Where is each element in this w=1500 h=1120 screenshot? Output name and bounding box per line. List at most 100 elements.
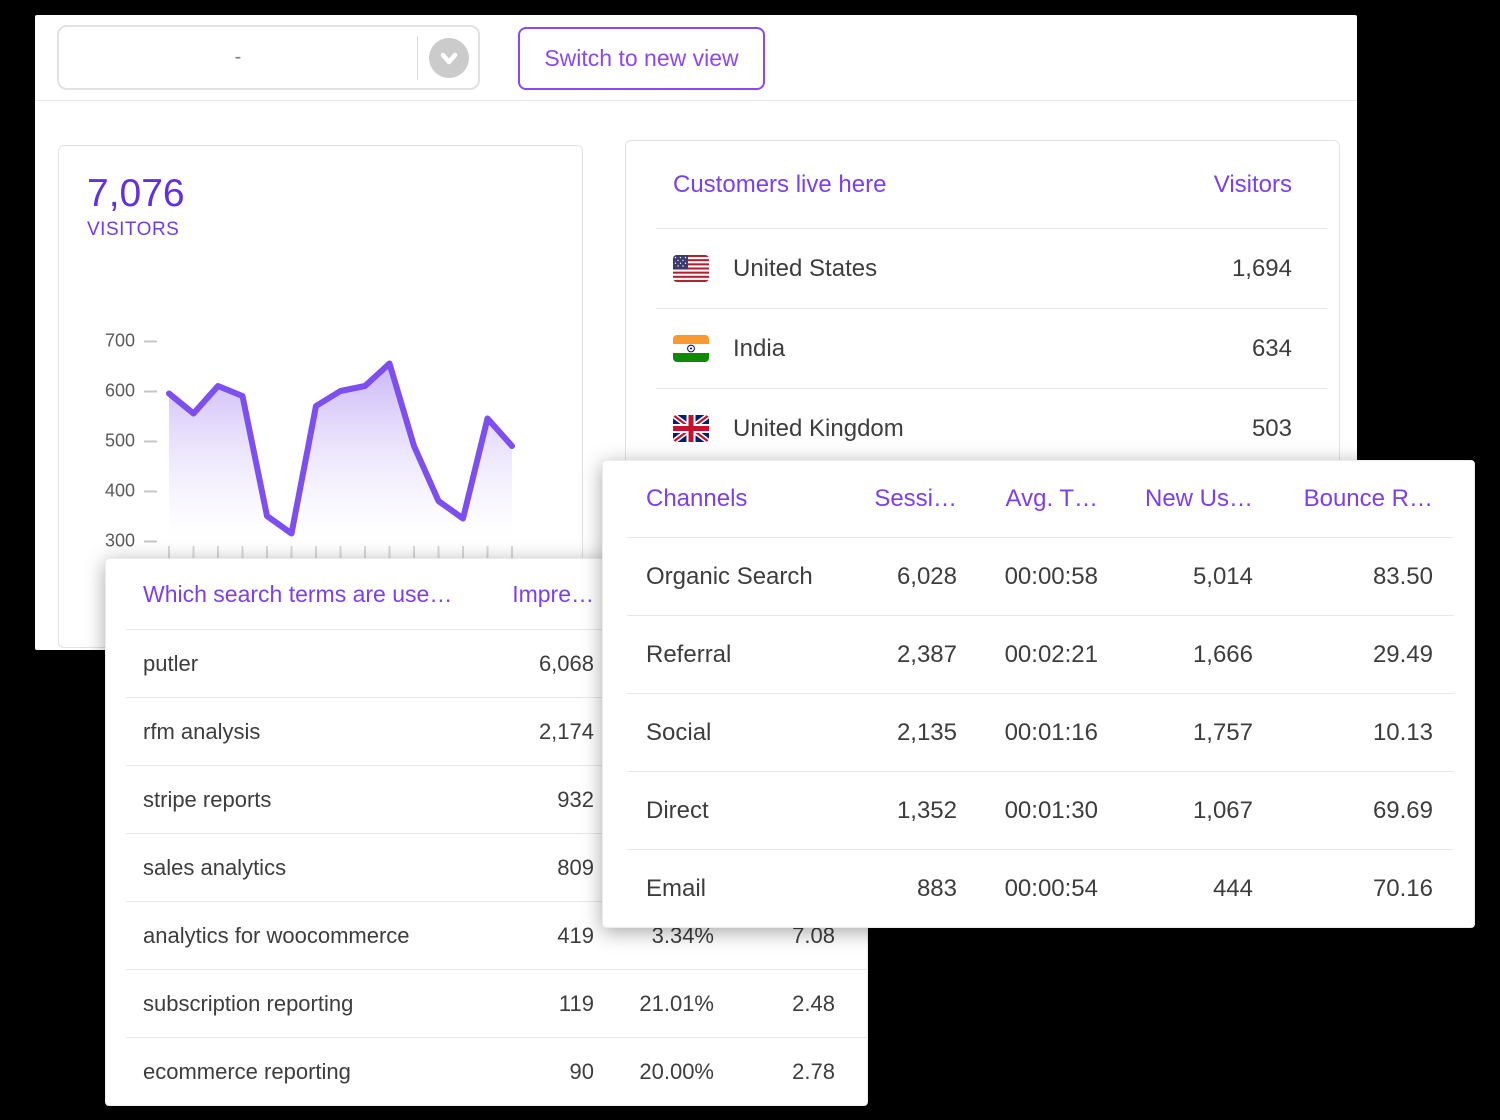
new-users-column-header[interactable]: New Us… (1144, 485, 1253, 512)
search-terms-header-row: Which search terms are use… Impre… (106, 559, 867, 629)
row-divider (126, 833, 867, 834)
search-terms-column-header[interactable]: Which search terms are use… (143, 580, 453, 607)
dropdown-selected-value: - (234, 46, 242, 68)
y-axis-label: 700 (95, 331, 157, 352)
kpi-block: 7,076 VISITORS (87, 172, 185, 241)
row-divider (126, 901, 867, 902)
country-row-united-states[interactable]: United States 1,694 (626, 229, 1339, 308)
bounce-rate-value: 69.69 (1372, 796, 1433, 824)
view-selector-dropdown[interactable]: - (57, 25, 480, 90)
channel-row-social[interactable]: Social 2,135 00:01:16 1,757 10.13 (603, 694, 1474, 771)
switch-view-button[interactable]: Switch to new view (518, 27, 765, 90)
search-term-row[interactable]: ecommerce reporting 90 20.00% 2.78 (106, 1038, 867, 1105)
sessions-value: 883 (916, 874, 957, 902)
y-axis-tick (144, 390, 157, 392)
ctr-value: 21.01% (639, 990, 714, 1016)
position-value: 2.48 (792, 990, 835, 1016)
y-axis-tick (144, 490, 157, 492)
bounce-rate-value: 70.16 (1372, 874, 1433, 902)
bounce-rate-value: 83.50 (1372, 562, 1433, 590)
row-divider (627, 615, 1454, 616)
visitors-count-label: VISITORS (87, 218, 180, 240)
country-visitors: 503 (1251, 414, 1292, 442)
y-axis-label: 600 (95, 381, 157, 402)
country-visitors: 634 (1251, 334, 1292, 362)
search-term: sales analytics (143, 854, 287, 880)
channel-row-email[interactable]: Email 883 00:00:54 444 70.16 (603, 850, 1474, 927)
channel-row-direct[interactable]: Direct 1,352 00:01:30 1,067 69.69 (603, 772, 1474, 849)
avg-time-value: 00:02:21 (1004, 640, 1098, 668)
new-users-value: 5,014 (1192, 562, 1253, 590)
dropdown-separator (417, 35, 418, 80)
sessions-value: 1,352 (896, 796, 957, 824)
sessions-value: 2,387 (896, 640, 957, 668)
row-divider (627, 693, 1454, 694)
impressions-column-header[interactable]: Impre… (512, 580, 594, 607)
row-divider (656, 388, 1327, 389)
impressions-value: 932 (557, 786, 594, 812)
search-term: putler (143, 650, 199, 676)
sessions-value: 2,135 (896, 718, 957, 746)
y-axis-label: 500 (95, 431, 157, 452)
bounce-rate-value: 29.49 (1372, 640, 1433, 668)
country-row-india[interactable]: India 634 (626, 309, 1339, 388)
impressions-value: 419 (557, 922, 594, 948)
visitors-column-header[interactable]: Visitors (1213, 170, 1292, 198)
row-divider (656, 228, 1327, 229)
topbar-divider (35, 100, 1357, 101)
channels-header-row: Channels Sessi… Avg. T… New Us… Bounce R… (603, 461, 1474, 537)
search-term: rfm analysis (143, 718, 261, 744)
impressions-value: 809 (557, 854, 594, 880)
impressions-value: 90 (569, 1058, 594, 1084)
bounce-rate-column-header[interactable]: Bounce R… (1303, 485, 1433, 512)
search-term-row[interactable]: rfm analysis 2,174 (106, 698, 867, 765)
sessions-column-header[interactable]: Sessi… (874, 485, 957, 512)
channel-row-organic-search[interactable]: Organic Search 6,028 00:00:58 5,014 83.5… (603, 538, 1474, 615)
new-users-value: 1,067 (1192, 796, 1253, 824)
india-flag-icon (673, 335, 709, 362)
channel-row-referral[interactable]: Referral 2,387 00:02:21 1,666 29.49 (603, 616, 1474, 693)
customers-title-column-header[interactable]: Customers live here (673, 170, 887, 198)
country-name: United Kingdom (733, 414, 904, 442)
channel-name: Referral (646, 640, 732, 668)
channel-name: Direct (646, 796, 709, 824)
country-row-united-kingdom[interactable]: United Kingdom 503 (626, 389, 1339, 468)
country-visitors: 1,694 (1231, 254, 1292, 282)
avg-time-value: 00:00:54 (1004, 874, 1098, 902)
channels-column-header[interactable]: Channels (646, 485, 748, 512)
visitors-count: 7,076 (87, 172, 185, 215)
customers-card-header: Customers live here Visitors (626, 141, 1339, 228)
search-term-row[interactable]: stripe reports 932 (106, 766, 867, 833)
y-axis-tick (144, 340, 157, 342)
impressions-value: 119 (558, 990, 594, 1016)
new-users-value: 1,666 (1192, 640, 1253, 668)
y-axis-tick (144, 440, 157, 442)
y-axis-tick (144, 540, 157, 542)
country-name: India (733, 334, 786, 362)
row-divider (656, 308, 1327, 309)
search-term: analytics for woocommerce (143, 922, 410, 948)
avg-time-column-header[interactable]: Avg. T… (1005, 485, 1098, 512)
row-divider (627, 771, 1454, 772)
search-term-row[interactable]: subscription reporting 119 21.01% 2.48 (106, 970, 867, 1037)
avg-time-value: 00:01:30 (1004, 796, 1098, 824)
position-value: 2.78 (792, 1058, 835, 1084)
row-divider (126, 629, 867, 630)
chevron-down-icon[interactable] (429, 37, 469, 78)
row-divider (126, 1037, 867, 1038)
country-name: United States (733, 254, 878, 282)
ctr-value: 20.00% (639, 1058, 714, 1084)
channels-card: Channels Sessi… Avg. T… New Us… Bounce R… (602, 460, 1475, 928)
search-term-row[interactable]: putler 6,068 (106, 630, 867, 697)
united-states-flag-icon (673, 255, 709, 282)
y-axis-label: 300 (95, 531, 157, 552)
search-term-row[interactable]: sales analytics 809 (106, 834, 867, 901)
row-divider (126, 969, 867, 970)
row-divider (627, 537, 1454, 538)
new-users-value: 1,757 (1192, 718, 1253, 746)
avg-time-value: 00:01:16 (1004, 718, 1098, 746)
impressions-value: 2,174 (538, 718, 594, 744)
avg-time-value: 00:00:58 (1004, 562, 1098, 590)
bounce-rate-value: 10.13 (1372, 718, 1433, 746)
